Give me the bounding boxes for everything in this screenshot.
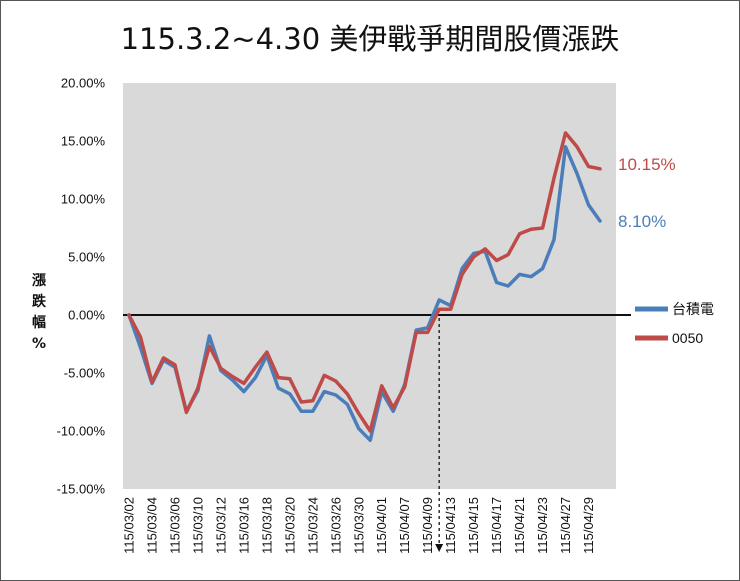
legend-label-1: 0050 bbox=[672, 330, 703, 346]
series-end-labels: 8.10% 10.15% bbox=[618, 155, 676, 231]
x-tick-label: 115/03/06 bbox=[167, 497, 182, 554]
end-label-0: 8.10% bbox=[618, 212, 666, 231]
x-tick-label: 115/04/27 bbox=[558, 497, 573, 554]
y-tick-label: -5.00% bbox=[64, 366, 106, 381]
y-axis-ticks: 20.00% 15.00% 10.00% 5.00% 0.00% -5.00% -10.00… bbox=[57, 76, 106, 497]
x-tick-label: 115/03/18 bbox=[259, 497, 274, 554]
y-tick-label: 15.00% bbox=[61, 134, 106, 149]
x-tick-label: 115/03/16 bbox=[236, 497, 251, 554]
plot-area bbox=[123, 83, 616, 489]
y-axis-label-char: 跌 bbox=[32, 294, 47, 310]
x-tick-label: 115/03/04 bbox=[144, 497, 159, 554]
x-tick-label: 115/03/24 bbox=[305, 497, 320, 554]
annotation-arrowhead bbox=[435, 544, 444, 552]
y-axis-label-char: % bbox=[32, 336, 46, 352]
y-tick-label: 5.00% bbox=[68, 250, 105, 265]
y-tick-label: 10.00% bbox=[61, 192, 106, 207]
x-tick-label: 115/04/17 bbox=[489, 497, 504, 554]
y-tick-label: 0.00% bbox=[68, 308, 105, 323]
x-tick-label: 115/03/10 bbox=[190, 497, 205, 554]
y-tick-label: -15.00% bbox=[57, 482, 106, 497]
x-tick-label: 115/04/13 bbox=[443, 497, 458, 554]
x-tick-label: 115/04/09 bbox=[420, 497, 435, 554]
x-tick-label: 115/03/02 bbox=[122, 497, 137, 554]
series-lines bbox=[127, 131, 602, 443]
y-tick-label: 20.00% bbox=[61, 76, 106, 91]
x-tick-label: 115/03/30 bbox=[351, 497, 366, 554]
x-tick-label: 115/04/15 bbox=[466, 497, 481, 554]
x-tick-label: 115/04/21 bbox=[512, 497, 527, 554]
x-tick-label: 115/04/07 bbox=[397, 497, 412, 554]
x-axis-ticks: 115/03/02 115/03/04 115/03/06 115/03/10 115/… bbox=[122, 497, 597, 554]
legend: 台積電 0050 bbox=[635, 301, 714, 346]
legend-label-0: 台積電 bbox=[672, 301, 714, 317]
y-axis-label-char: 幅 bbox=[32, 314, 46, 331]
end-label-1: 10.15% bbox=[618, 155, 676, 174]
series-line-0 bbox=[127, 145, 602, 443]
x-tick-label: 115/04/23 bbox=[535, 497, 550, 554]
x-tick-label: 115/04/29 bbox=[581, 497, 596, 554]
x-tick-label: 115/04/01 bbox=[374, 497, 389, 554]
series-line-1 bbox=[127, 131, 602, 433]
y-axis-label-char: 漲 bbox=[32, 273, 47, 289]
y-axis-label: 漲跌幅% bbox=[32, 273, 47, 352]
y-tick-label: -10.00% bbox=[57, 424, 106, 439]
x-tick-label: 115/03/12 bbox=[213, 497, 228, 554]
chart-title: 115.3.2~4.30 美伊戰爭期間股價漲跌 bbox=[121, 22, 620, 56]
x-tick-label: 115/03/26 bbox=[328, 497, 343, 554]
x-tick-label: 115/03/20 bbox=[282, 497, 297, 554]
